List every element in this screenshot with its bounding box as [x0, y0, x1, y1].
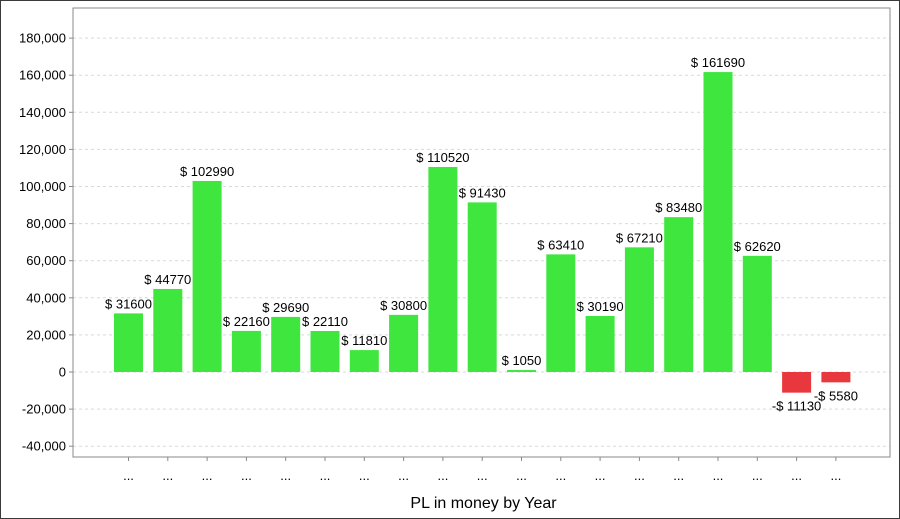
x-tick-label: ...	[673, 468, 684, 483]
data-label: -$ 11130	[772, 399, 821, 414]
bar	[507, 370, 536, 372]
data-label: $ 102990	[180, 164, 234, 179]
x-tick-label: ...	[398, 468, 409, 483]
y-tick-label: -40,000	[22, 439, 66, 454]
bars	[114, 72, 851, 393]
plot-area	[72, 7, 891, 458]
bar	[231, 330, 261, 372]
y-tick-label: 100,000	[19, 179, 66, 194]
x-tick-label: ...	[359, 468, 370, 483]
y-tick-label: -20,000	[22, 402, 66, 417]
data-label: $ 83480	[655, 200, 702, 215]
x-tick-label: ...	[516, 468, 527, 483]
x-tick-label: ...	[634, 468, 645, 483]
y-tick-label: 180,000	[19, 31, 66, 46]
x-tick-label: ...	[123, 468, 134, 483]
bar	[467, 202, 497, 372]
data-labels: $ 31600 $ 44770 $ 102990 $ 22160$ 29690$ 22…	[105, 55, 858, 414]
bar	[271, 316, 301, 372]
data-label: $ 31600	[105, 296, 152, 311]
data-label: $ 62620	[734, 239, 781, 254]
bar	[114, 313, 143, 372]
bar	[585, 315, 615, 372]
y-tick-label: 80,000	[26, 216, 66, 231]
data-label: $ 67210	[616, 230, 663, 245]
x-tick-label: ...	[202, 468, 213, 483]
data-label: $ 44770	[144, 272, 191, 287]
y-tick-label: 140,000	[19, 105, 66, 120]
bar	[664, 217, 694, 372]
data-label: $ 110520	[416, 150, 469, 165]
data-label: $ 22160	[223, 314, 270, 329]
data-label: $ 30800	[380, 298, 427, 313]
data-label: -$ 5580	[814, 388, 858, 403]
y-axis-ticks: -40,000 -20,000 0 20,000 40,000 60,000 80,000 1…	[19, 31, 73, 454]
x-tick-label: ...	[437, 468, 448, 483]
bar	[782, 372, 812, 393]
x-tick-label: ...	[791, 468, 802, 483]
data-label: $ 1050	[502, 353, 542, 368]
bar	[428, 166, 458, 372]
bar	[349, 350, 379, 372]
bar	[192, 180, 222, 372]
x-axis-ticks: ........................................…	[123, 457, 841, 483]
y-tick-label: 60,000	[26, 253, 66, 268]
bar	[703, 72, 733, 372]
x-tick-label: ...	[752, 468, 763, 483]
data-label: $ 29690	[262, 300, 309, 315]
data-label: $ 22110	[302, 314, 348, 329]
data-label: $ 91430	[459, 185, 506, 200]
data-label: $ 30190	[577, 299, 624, 314]
y-tick-label: 40,000	[26, 290, 66, 305]
bar	[153, 288, 183, 372]
x-tick-label: ...	[555, 468, 566, 483]
bar	[821, 372, 851, 383]
x-tick-label: ...	[713, 468, 724, 483]
y-tick-label: 120,000	[19, 142, 66, 157]
y-tick-label: 0	[59, 365, 66, 380]
data-label: $ 161690	[691, 55, 745, 70]
x-tick-label: ...	[320, 468, 331, 483]
data-label: $ 63410	[537, 237, 584, 252]
x-tick-label: ...	[241, 468, 252, 483]
x-axis-title: PL in money by Year	[410, 495, 557, 512]
x-tick-label: ...	[477, 468, 488, 483]
bar	[624, 247, 654, 372]
bar	[546, 254, 576, 372]
data-label: $ 11810	[341, 333, 387, 348]
x-tick-label: ...	[595, 468, 606, 483]
x-tick-label: ...	[162, 468, 173, 483]
bar	[310, 330, 340, 372]
y-tick-label: 20,000	[26, 327, 66, 342]
bar	[389, 314, 419, 372]
x-tick-label: ...	[280, 468, 291, 483]
y-tick-label: 160,000	[19, 68, 66, 83]
bar	[742, 255, 772, 372]
x-tick-label: ...	[830, 468, 841, 483]
